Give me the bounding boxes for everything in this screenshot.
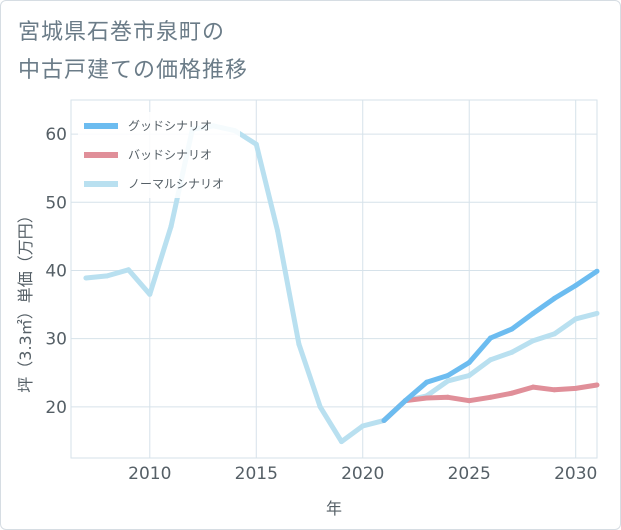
data-point-normal <box>488 357 493 363</box>
y-tick-label: 60 <box>45 125 67 145</box>
data-point-normal <box>594 310 600 316</box>
data-point-good <box>530 310 536 316</box>
chart-title: 宮城県石巻市泉町の 中古戸建ての価格推移 <box>18 14 248 90</box>
data-point-bad <box>509 390 515 396</box>
data-point-normal <box>104 273 110 279</box>
data-point-bad <box>445 394 451 400</box>
data-point-normal <box>466 373 472 378</box>
data-point-good <box>466 360 472 365</box>
data-point-normal <box>275 228 281 234</box>
data-point-bad <box>594 382 600 388</box>
data-point-normal <box>530 338 536 344</box>
data-point-bad <box>488 394 493 400</box>
x-tick-label: 2030 <box>554 464 597 484</box>
data-point-good <box>594 268 600 274</box>
legend: グッドシナリオ バッドシナリオ ノーマルシナリオ <box>78 112 240 198</box>
x-axis-label: 年 <box>326 499 342 518</box>
chart-title-line-2: 中古戸建ての価格推移 <box>18 58 249 83</box>
data-point-bad <box>424 395 430 401</box>
data-point-normal <box>253 141 259 147</box>
data-point-good <box>445 373 451 378</box>
chart-title-line-1: 宮城県石巻市泉町の <box>18 20 226 45</box>
data-point-normal <box>168 223 174 229</box>
data-point-normal <box>509 349 515 355</box>
y-tick-label: 50 <box>45 193 67 213</box>
data-point-normal <box>360 423 366 429</box>
data-point-good <box>488 335 493 341</box>
x-tick-label: 2020 <box>341 464 384 484</box>
x-tick-label: 2025 <box>448 464 491 484</box>
data-point-bad <box>530 384 536 390</box>
data-point-normal <box>126 267 131 273</box>
data-point-good <box>424 379 430 385</box>
data-point-normal <box>339 439 344 445</box>
data-point-normal <box>296 341 302 347</box>
data-point-normal <box>573 316 579 322</box>
y-tick-label: 40 <box>45 261 67 281</box>
x-tick-label: 2010 <box>128 464 171 484</box>
y-tick-label: 20 <box>45 398 67 418</box>
y-tick-labels: 20 30 40 50 60 <box>45 125 67 418</box>
data-point-good <box>381 418 387 423</box>
y-axis-label: 坪（3.3㎡）単価（万円） <box>16 207 35 392</box>
x-tick-labels: 2010 2015 2020 2025 2030 <box>128 464 597 484</box>
data-point-good <box>509 326 515 332</box>
data-point-good <box>551 295 557 301</box>
data-point-normal <box>445 378 451 384</box>
data-point-normal <box>147 291 153 297</box>
legend-label-bad: バッドシナリオ <box>128 148 212 162</box>
legend-label-good: グッドシナリオ <box>128 119 212 133</box>
data-point-bad <box>466 398 472 404</box>
data-point-normal <box>551 331 557 337</box>
data-point-normal <box>317 404 323 410</box>
data-point-normal <box>83 275 89 281</box>
x-tick-label: 2015 <box>235 464 278 484</box>
y-tick-label: 30 <box>45 330 67 350</box>
data-point-good <box>573 283 579 288</box>
data-point-bad <box>573 385 579 391</box>
legend-label-normal: ノーマルシナリオ <box>128 177 224 191</box>
data-point-good <box>402 398 408 404</box>
data-point-bad <box>551 387 557 393</box>
